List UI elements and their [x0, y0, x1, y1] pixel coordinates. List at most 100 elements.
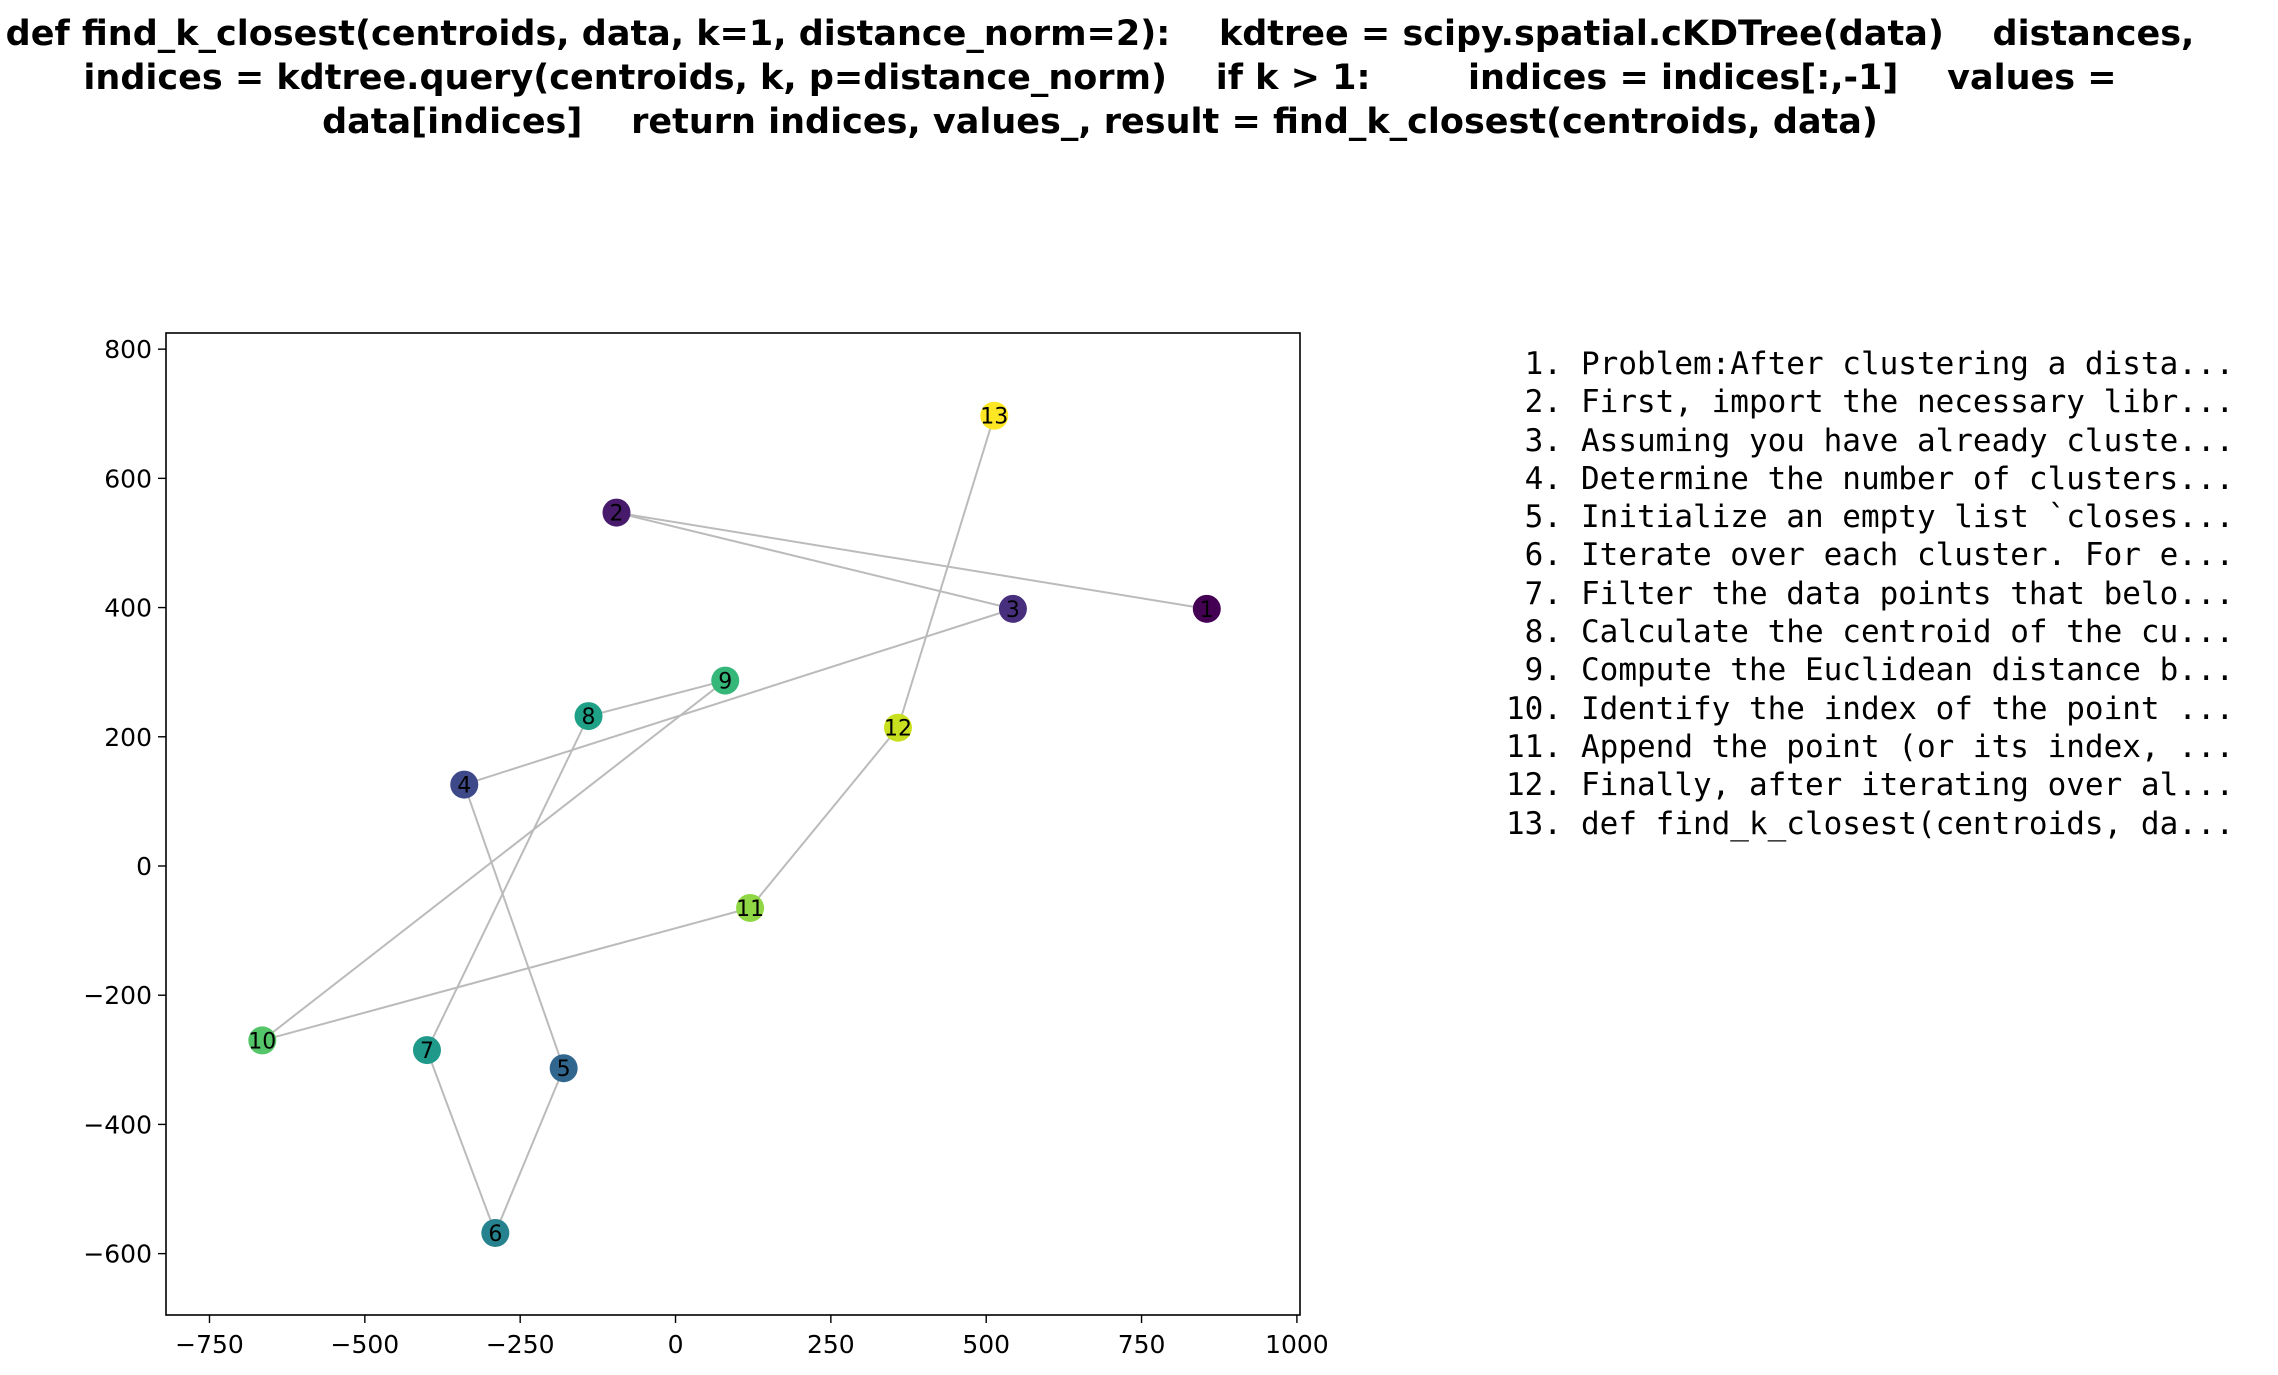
y-tick-label: 0 [136, 852, 152, 881]
data-point [1192, 594, 1221, 623]
point-label: 11 [736, 897, 764, 922]
connecting-line [261, 679, 726, 1042]
data-point [248, 1026, 277, 1055]
point-label: 12 [884, 717, 912, 742]
point-label: 9 [718, 670, 732, 695]
x-tick-label: 0 [668, 1330, 684, 1359]
step-number: 3. [1524, 422, 1562, 459]
step-number: 1. [1524, 346, 1562, 382]
step-item: 3. Assuming you have already cluste... [1440, 422, 2235, 460]
point-label: 6 [488, 1222, 502, 1247]
point-label: 5 [557, 1057, 571, 1082]
x-tick-label: 250 [807, 1330, 855, 1359]
data-points [248, 401, 1221, 1247]
step-number: 12. [1506, 767, 1562, 804]
step-text: Filter the data points that belo... [1581, 575, 2235, 612]
data-point [481, 1218, 510, 1247]
step-text: Problem:After clustering a dista... [1581, 346, 2235, 382]
y-tick-label: −400 [83, 1110, 152, 1139]
data-point [736, 893, 765, 922]
x-tick-label: −500 [331, 1330, 400, 1359]
step-number: 6. [1524, 537, 1562, 574]
point-label: 2 [609, 502, 623, 527]
data-point [574, 702, 603, 731]
step-item: 8. Calculate the centroid of the cu... [1440, 613, 2235, 651]
step-item: 2. First, import the necessary libr... [1440, 383, 2235, 421]
step-number: 11. [1506, 728, 1562, 765]
step-number: 5. [1524, 499, 1562, 536]
step-text: Finally, after iterating over al... [1581, 767, 2235, 804]
connecting-line [897, 415, 996, 729]
data-point [549, 1054, 578, 1083]
y-tick-label: 400 [104, 594, 152, 623]
point-label: 8 [582, 705, 596, 730]
connecting-line [426, 1049, 497, 1234]
step-item: 7. Filter the data points that belo... [1440, 575, 2235, 613]
x-tick-label: −250 [486, 1330, 555, 1359]
axes-frame [165, 332, 1301, 1316]
chart-title: def find_k_closest(centroids, data, k=1,… [5, 14, 2207, 142]
step-item: 4. Determine the number of clusters... [1440, 460, 2235, 498]
step-text: Calculate the centroid of the cu... [1581, 614, 2235, 651]
connecting-line [494, 1067, 565, 1234]
step-item: 10. Identify the index of the point ... [1440, 690, 2234, 728]
step-item: 12. Finally, after iterating over al... [1440, 766, 2234, 804]
x-tick-label: 750 [1118, 1330, 1166, 1359]
step-text: Determine the number of clusters... [1581, 460, 2235, 497]
step-number: 8. [1524, 614, 1562, 651]
y-tick-label: 600 [104, 464, 152, 493]
step-item: 13. def find_k_closest(centroids, da... [1440, 805, 2234, 843]
connecting-line [749, 727, 899, 909]
x-tick-label: −750 [175, 1330, 244, 1359]
connecting-line [588, 679, 726, 718]
step-text: Identify the index of the point ... [1581, 690, 2235, 727]
data-point [450, 770, 479, 799]
step-text: Iterate over each cluster. For e... [1581, 537, 2235, 574]
data-point [412, 1036, 441, 1065]
point-label: 13 [980, 405, 1008, 430]
step-text: Compute the Euclidean distance b... [1581, 652, 2235, 689]
step-item: 9. Compute the Euclidean distance b... [1440, 651, 2235, 689]
data-point [711, 666, 740, 695]
point-label: 3 [1006, 598, 1020, 623]
connecting-lines [261, 415, 1207, 1234]
data-point [980, 401, 1009, 430]
point-label: 10 [248, 1029, 276, 1054]
step-number: 2. [1524, 384, 1562, 421]
step-number: 9. [1524, 652, 1562, 689]
step-text: Assuming you have already cluste... [1581, 422, 2235, 459]
connecting-line [463, 784, 565, 1069]
connecting-line [262, 907, 751, 1042]
step-number: 10. [1506, 690, 1562, 727]
y-tick-label: 800 [104, 335, 152, 364]
step-text: def find_k_closest(centroids, da... [1581, 805, 2235, 842]
x-tick-label: 500 [962, 1330, 1010, 1359]
point-label: 1 [1200, 598, 1214, 623]
step-text: Initialize an empty list `closes... [1581, 499, 2235, 536]
y-tick-label: 200 [104, 723, 152, 752]
y-tick-label: −200 [83, 981, 152, 1010]
y-tick-label: −600 [83, 1240, 152, 1269]
x-tick-label: 1000 [1265, 1330, 1329, 1359]
data-point [602, 498, 631, 527]
connecting-line [463, 607, 1014, 786]
step-item: 5. Initialize an empty list `closes... [1440, 498, 2235, 536]
step-number: 13. [1506, 805, 1562, 842]
connecting-line [616, 511, 1207, 610]
connecting-line [426, 715, 590, 1051]
point-label: 4 [457, 774, 471, 799]
step-text: First, import the necessary libr... [1581, 384, 2235, 421]
y-axis: 800 600 400 200 0 −200 −400 −600 [83, 335, 166, 1269]
steps-list: 1. Problem:After clustering a dista... 2. F… [1440, 345, 2234, 843]
step-item: 1. Problem:After clustering a dista... [1440, 345, 2235, 383]
data-point [883, 713, 912, 742]
step-text: Append the point (or its index, ... [1581, 728, 2235, 765]
connecting-line [616, 511, 1014, 610]
point-label: 7 [420, 1039, 434, 1064]
x-axis: −750 −500 −250 0 250 500 750 1000 [175, 1315, 1329, 1359]
step-number: 4. [1524, 460, 1562, 497]
step-item: 6. Iterate over each cluster. For e... [1440, 536, 2235, 574]
data-point [998, 594, 1027, 623]
